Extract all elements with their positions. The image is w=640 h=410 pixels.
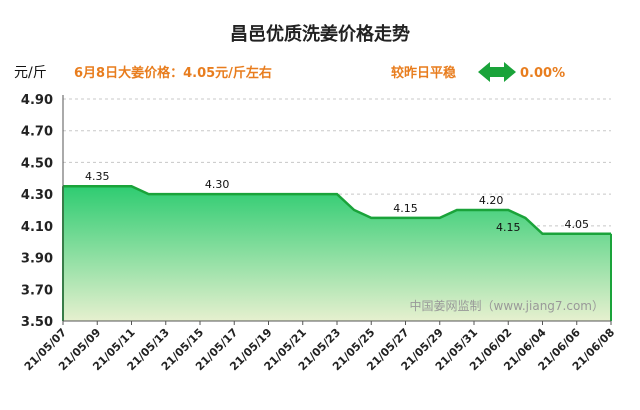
data-labels: 4.35 4.30 4.15 4.20 4.15 4.05 [85,170,589,234]
y-tick-label: 4.70 [21,125,53,140]
compare-value: 0.00% [520,66,565,81]
price-line [63,184,611,236]
area-fill [63,186,611,321]
data-label: 4.35 [85,170,110,183]
y-tick-label: 3.50 [21,315,53,330]
price-area [62,184,612,321]
y-tick-label: 4.50 [21,156,53,171]
x-tick-labels: 21/05/0721/05/0921/05/1121/05/1321/05/15… [22,321,617,373]
y-tick-labels: 4.90 4.70 4.50 4.30 4.10 3.90 3.70 3.50 [21,93,53,330]
y-tick-label: 4.90 [21,93,53,108]
watermark: 中国姜网监制（www.jiang7.com） [410,298,604,313]
data-label: 4.20 [479,194,504,207]
y-tick-label: 3.70 [21,283,53,298]
data-label: 4.30 [205,178,230,191]
price-note: 6月8日大姜价格：4.05元/斤左右 [74,65,272,81]
data-label: 4.05 [565,218,590,231]
y-axis-unit: 元/斤 [14,65,47,81]
chart-title: 昌邑优质洗姜价格走势 [230,23,410,45]
data-label: 4.15 [496,221,521,234]
y-tick-label: 4.10 [21,220,53,235]
data-label: 4.15 [393,202,418,215]
left-right-arrow-icon [478,62,516,82]
y-tick-label: 3.90 [21,252,53,267]
y-tick-label: 4.30 [21,188,53,203]
compare-label: 较昨日平稳 [391,65,456,81]
